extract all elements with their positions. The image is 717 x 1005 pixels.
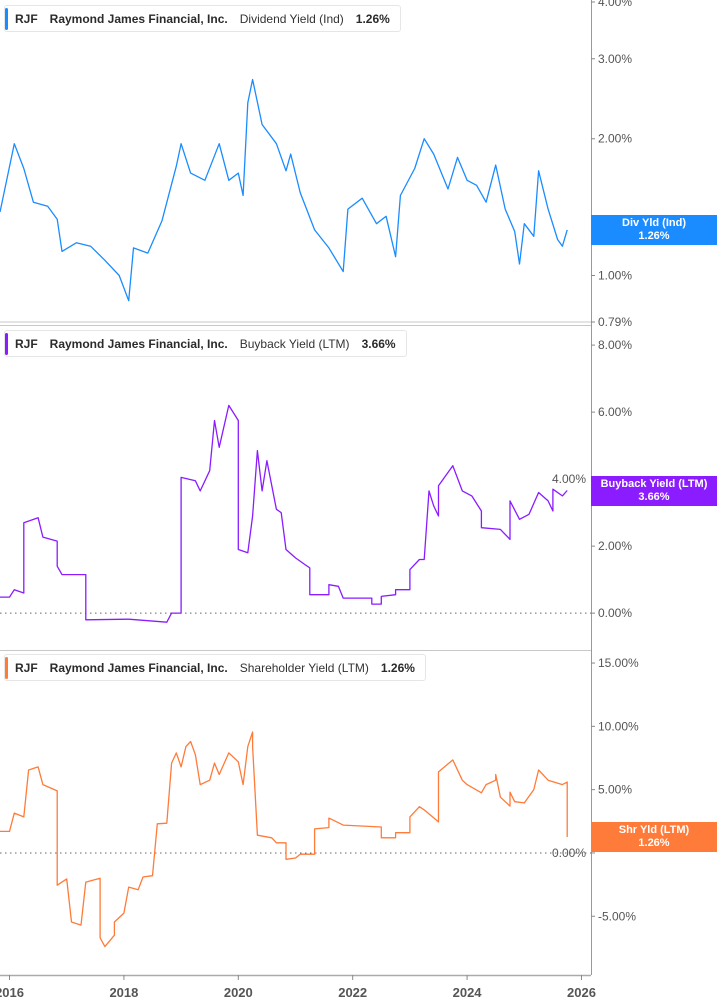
y-tick-label: 15.00%	[598, 656, 639, 670]
y-tick-label: 0.00%	[552, 846, 586, 860]
legend-value: 1.26%	[380, 660, 415, 675]
series-line-shareholder	[0, 731, 568, 948]
series-color-marker	[5, 656, 8, 679]
legend-ticker: RJF	[15, 11, 38, 26]
series-color-marker	[5, 332, 8, 355]
x-tick-label: 2024	[453, 985, 483, 1000]
legend-dividend-yield: RJF Raymond James Financial, Inc. Divide…	[4, 5, 401, 32]
y-tick-label: 2.00%	[598, 132, 632, 146]
y-tick-label: 5.00%	[598, 783, 632, 797]
badge-value: 1.26%	[638, 229, 670, 242]
badge-label: Shr Yld (LTM)	[618, 823, 690, 836]
x-tick-label: 2022	[338, 985, 367, 1000]
legend-value: 1.26%	[355, 11, 390, 26]
y-tick-label: 8.00%	[598, 338, 632, 352]
legend-metric: Dividend Yield (Ind)	[239, 11, 344, 26]
legend-value: 3.66%	[361, 336, 396, 351]
x-tick-label: 2020	[224, 985, 253, 1000]
y-tick-label: 1.00%	[598, 268, 632, 282]
badge-label: Buyback Yield (LTM)	[600, 477, 708, 490]
series-line-dividend	[0, 78, 568, 302]
series-line-buyback	[0, 404, 568, 623]
badge-value: 3.66%	[638, 490, 670, 503]
series-color-marker	[5, 7, 8, 30]
y-tick-label: 0.79%	[598, 315, 632, 329]
y-tick-label: 3.00%	[598, 52, 632, 66]
y-tick-label: 6.00%	[598, 405, 632, 419]
x-tick-label: 2018	[109, 985, 138, 1000]
badge-value: 1.26%	[638, 836, 670, 849]
legend-ticker: RJF	[15, 660, 38, 675]
x-tick-label: 2016	[0, 985, 24, 1000]
y-tick-label: 4.00%	[552, 472, 586, 486]
legend-company: Raymond James Financial, Inc.	[49, 660, 228, 675]
legend-metric: Shareholder Yield (LTM)	[239, 660, 369, 675]
last-value-badge-shareholder: Shr Yld (LTM) 1.26%	[591, 821, 717, 852]
legend-company: Raymond James Financial, Inc.	[49, 11, 228, 26]
x-tick-label: 2026	[567, 985, 596, 1000]
y-tick-label: 0.00%	[598, 606, 632, 620]
legend-company: Raymond James Financial, Inc.	[49, 336, 228, 351]
last-value-badge-dividend: Div Yld (Ind) 1.26%	[591, 214, 717, 245]
y-tick-label: -5.00%	[598, 909, 636, 923]
last-value-badge-buyback: Buyback Yield (LTM) 3.66%	[591, 475, 717, 506]
badge-label: Div Yld (Ind)	[622, 216, 686, 229]
y-tick-label: 10.00%	[598, 719, 639, 733]
y-tick-label: 4.00%	[598, 0, 632, 9]
legend-metric: Buyback Yield (LTM)	[239, 336, 350, 351]
legend-ticker: RJF	[15, 336, 38, 351]
y-tick-label: 2.00%	[598, 539, 632, 553]
legend-buyback-yield: RJF Raymond James Financial, Inc. Buybac…	[4, 330, 407, 357]
legend-shareholder-yield: RJF Raymond James Financial, Inc. Shareh…	[4, 654, 426, 681]
